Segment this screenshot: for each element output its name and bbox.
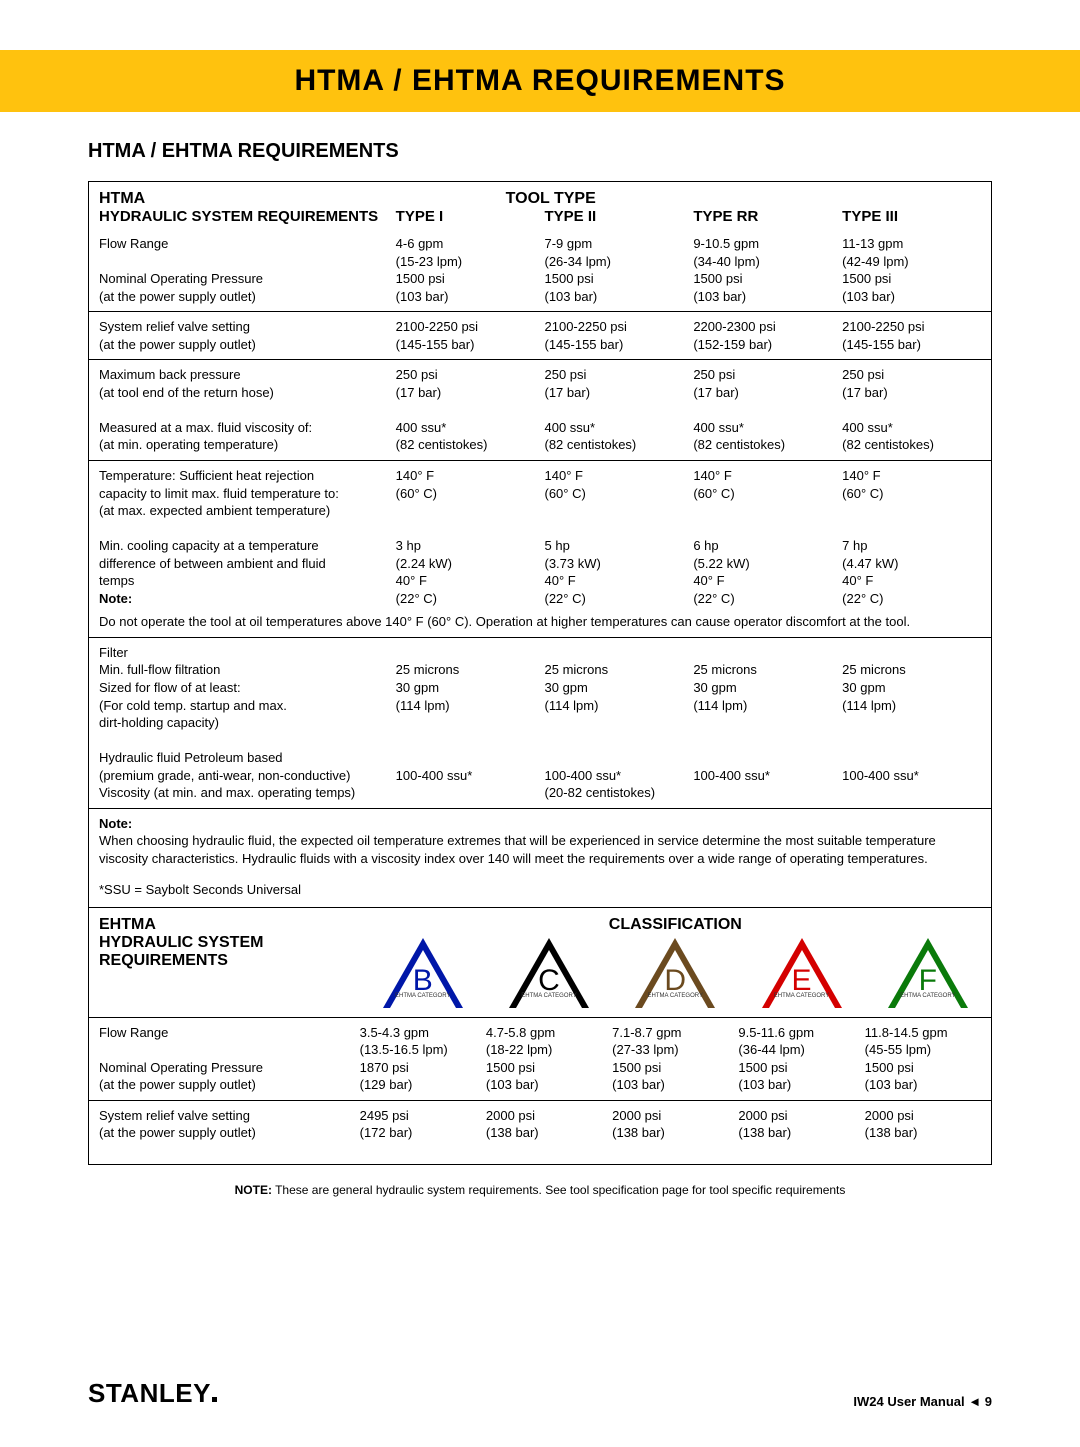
stanley-logo: STANLEY [88, 1378, 217, 1409]
manual-page-ref: IW24 User Manual ◄ 9 [853, 1394, 992, 1409]
footer-note: NOTE: These are general hydraulic system… [88, 1183, 992, 1197]
arrow-left-icon: ◄ [968, 1394, 981, 1409]
ehtma-table: EHTMAHYDRAULIC SYSTEMREQUIREMENTS CLASSI… [89, 907, 991, 1164]
title-banner: HTMA / EHTMA REQUIREMENTS [0, 50, 1080, 112]
banner-title: HTMA / EHTMA REQUIREMENTS [0, 64, 1080, 98]
page-subtitle: HTMA / EHTMA REQUIREMENTS [88, 140, 992, 163]
content-box: HTMA TOOL TYPEHYDRAULIC SYSTEM REQUIREME… [88, 181, 992, 1165]
page-footer: STANLEY IW24 User Manual ◄ 9 [88, 1378, 992, 1409]
htma-table: HTMA TOOL TYPEHYDRAULIC SYSTEM REQUIREME… [89, 182, 991, 907]
